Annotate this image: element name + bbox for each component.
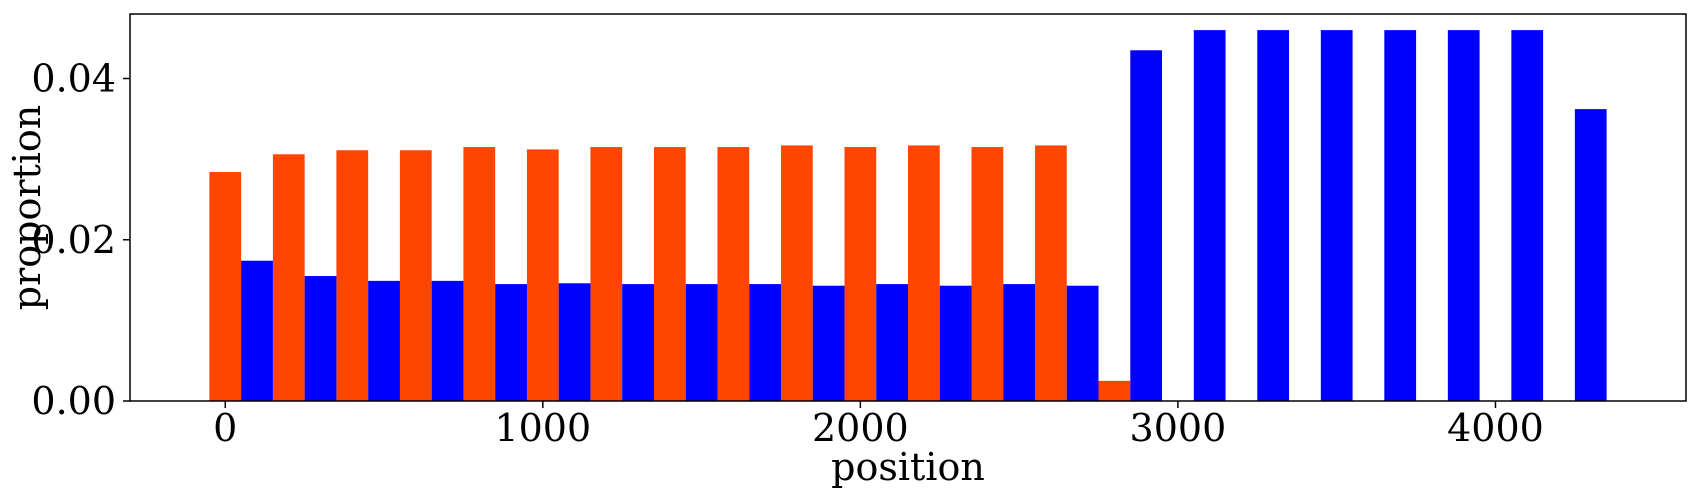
bar-series-2-2500 [1003,284,1036,401]
bar-series-1-1000 [526,149,559,401]
bar-series-1-800 [463,147,496,401]
bar-series-2-1700 [749,284,781,401]
y-tick-label: 0.02 [31,218,116,262]
bar-series-2-2700 [1066,285,1099,401]
bar-series-2-4100 [1511,30,1544,401]
bar-series-2-900 [495,284,527,401]
bar-series-2-2900 [1130,50,1163,401]
bar-series-2-3100 [1193,30,1226,401]
bar-series-2-2300 [939,285,972,401]
bar-series-2-1300 [622,284,654,401]
bar-series-1-2000 [844,147,877,401]
y-tick-label: 0.04 [31,57,116,101]
bar-series-2-500 [368,280,400,401]
y-tick-label: 0.00 [31,379,116,423]
bar-series-1-1200 [590,147,623,401]
y-axis: 0.00 0.02 0.04 [31,57,130,423]
bar-series-1-2200 [908,145,940,401]
bar-series-2-3700 [1384,30,1417,401]
bar-series-2-4300 [1574,109,1607,401]
bar-series-1-2800 [1098,380,1131,401]
bar-series-2-700 [431,280,464,401]
bar-series-2-300 [304,276,337,401]
bar-series-2-3900 [1447,30,1480,401]
x-axis-label: position [831,445,985,489]
x-tick-label: 4000 [1447,406,1544,450]
bar-series-1-0 [209,172,242,401]
x-tick-label: 0 [213,406,237,450]
x-tick-label: 2000 [812,406,909,450]
bar-series-1-600 [399,150,432,401]
bar-series-1-200 [272,154,305,401]
x-axis: 0 1000 2000 3000 4000 [213,401,1544,450]
bar-series-2-3500 [1320,30,1353,401]
bar-series-1-2600 [1035,145,1067,401]
bar-series-2-1500 [685,284,718,401]
y-axis-label: proportion [5,105,49,311]
bar-series-1-400 [336,150,369,401]
bar-series-1-2400 [971,147,1004,401]
bar-series-2-1100 [558,283,591,401]
bar-series-1-1800 [780,145,813,401]
bar-series-2-2100 [876,284,908,401]
bar-series-1-1400 [653,147,686,401]
plot-area-frame [129,13,1687,402]
x-tick-label: 3000 [1130,406,1227,450]
bar-series-1-1600 [717,147,750,401]
bar-series-2-100 [241,260,273,401]
bar-series-2-1900 [812,285,845,401]
bar-series-2-3300 [1257,30,1290,401]
x-tick-label: 1000 [494,406,591,450]
bars-layer [209,30,1607,401]
